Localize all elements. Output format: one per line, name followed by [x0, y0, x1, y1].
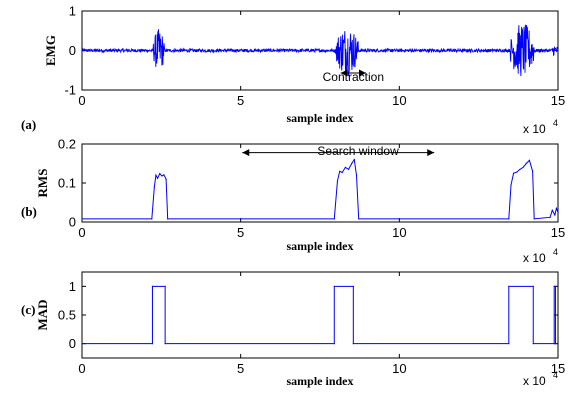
x-tick-label: 0	[78, 93, 85, 108]
data-point	[81, 343, 83, 345]
data-point	[159, 173, 161, 175]
data-point	[336, 180, 339, 182]
data-point	[522, 166, 524, 168]
x-multiplier-exponent: 4	[553, 118, 558, 128]
y-axis-label: EMG	[43, 35, 58, 66]
x-axis-label: sample index	[286, 239, 353, 253]
data-point	[554, 343, 557, 345]
data-point	[341, 171, 343, 174]
data-point	[151, 343, 154, 345]
data-point	[553, 285, 555, 287]
y-tick-label: 1	[69, 4, 76, 19]
y-axis-label: MAD	[35, 299, 50, 330]
x-tick-label: 15	[551, 361, 565, 376]
y-tick-label: 0	[69, 43, 76, 58]
panel-b-rms: 0 5 10 15 0 0.1 0.2 Search window sample index RM…	[21, 137, 565, 266]
data-point	[351, 162, 353, 165]
data-point	[532, 343, 534, 345]
data-point	[164, 343, 166, 345]
data-point	[156, 177, 159, 179]
data-point	[164, 285, 166, 287]
data-point	[519, 168, 521, 170]
y-tick-label: 0.5	[58, 308, 76, 323]
data-point	[352, 343, 354, 345]
data-point	[353, 159, 355, 161]
data-point	[554, 285, 557, 287]
data-point	[333, 343, 335, 345]
data-point	[151, 285, 154, 287]
data-point	[512, 172, 515, 174]
axes-box	[81, 271, 559, 359]
data-point	[333, 285, 335, 287]
x-multiplier: x 10	[523, 374, 546, 388]
x-multiplier-exponent: 4	[553, 247, 558, 257]
data-point	[344, 166, 346, 168]
series-line	[82, 158, 558, 220]
data-point	[554, 214, 556, 216]
x-tick-label: 5	[237, 361, 244, 376]
data-point	[81, 218, 83, 220]
data-point	[339, 170, 341, 172]
data-point	[510, 184, 512, 186]
x-tick-label: 10	[392, 93, 406, 108]
data-point	[352, 285, 354, 287]
data-point	[525, 162, 527, 165]
data-point	[155, 174, 157, 176]
y-tick-label: 0	[69, 336, 76, 351]
data-point	[528, 159, 531, 161]
data-point	[551, 209, 553, 211]
data-point	[163, 174, 165, 176]
annotation-text: Contraction	[323, 70, 384, 84]
x-tick-label: 10	[392, 361, 406, 376]
panel-label: (c)	[21, 302, 35, 317]
x-multiplier: x 10	[523, 251, 546, 265]
data-point	[355, 174, 358, 176]
data-point	[516, 171, 518, 173]
data-point	[358, 218, 360, 220]
y-tick-label: 0.2	[58, 137, 76, 152]
panel-c-mad: 0 5 10 15 0 0.5 1 sample index MAD x 10 4 (c)	[21, 271, 565, 388]
y-tick-label: 0	[69, 215, 76, 230]
data-point	[167, 218, 169, 220]
y-tick-label: -1	[64, 83, 76, 98]
data-point	[508, 285, 510, 287]
data-point	[549, 216, 551, 218]
x-tick-label: 15	[551, 93, 565, 108]
annotation-text: Search window	[317, 144, 399, 158]
data-point	[508, 218, 510, 220]
data-point	[333, 218, 335, 220]
panel-label: (b)	[21, 204, 37, 219]
data-point	[508, 343, 510, 345]
data-point	[532, 285, 534, 287]
data-point	[161, 175, 163, 177]
x-tick-label: 0	[78, 361, 85, 376]
data-point	[557, 343, 559, 345]
x-axis-label: sample index	[286, 111, 353, 125]
data-point	[153, 186, 155, 188]
x-multiplier: x 10	[523, 122, 546, 136]
x-tick-label: 5	[237, 225, 244, 240]
x-multiplier-exponent: 4	[553, 370, 558, 380]
x-tick-label: 5	[237, 93, 244, 108]
data-point	[555, 207, 558, 209]
data-point	[557, 211, 559, 213]
y-tick-label: 0.1	[58, 176, 76, 191]
x-tick-label: 10	[392, 225, 406, 240]
y-tick-label: 1	[69, 279, 76, 294]
data-point	[151, 218, 153, 220]
y-axis-label: RMS	[35, 169, 50, 198]
x-tick-label: 0	[78, 225, 85, 240]
data-point	[165, 178, 167, 180]
data-point	[553, 343, 555, 345]
data-point	[347, 168, 350, 170]
data-point	[533, 218, 535, 220]
series-line	[82, 285, 558, 345]
panel-label: (a)	[21, 117, 36, 132]
emg-signal-line	[82, 24, 558, 77]
x-tick-label: 15	[551, 225, 565, 240]
data-point	[532, 170, 534, 172]
x-axis-label: sample index	[286, 374, 353, 388]
